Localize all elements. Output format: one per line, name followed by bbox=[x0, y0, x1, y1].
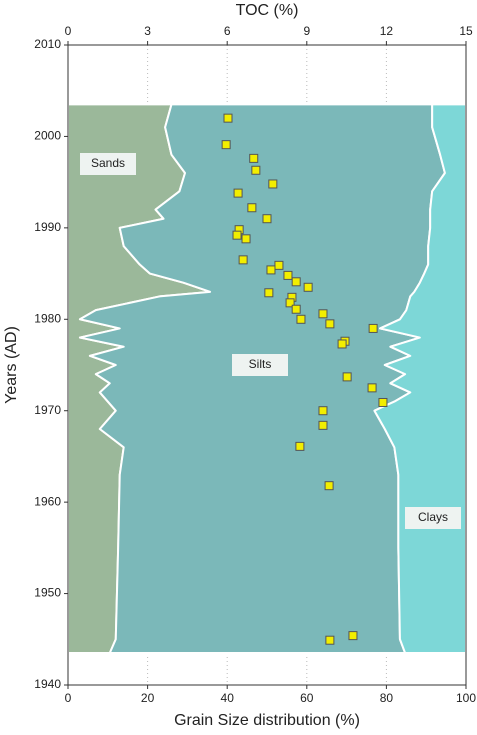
point bbox=[274, 260, 284, 270]
top-tick-label: 0 bbox=[65, 24, 72, 38]
y-tick-label: 2010 bbox=[34, 37, 61, 51]
series-label: Sands bbox=[91, 156, 125, 170]
point bbox=[264, 288, 274, 298]
point bbox=[367, 383, 377, 393]
y-tick-label: 2000 bbox=[34, 129, 61, 143]
label-box bbox=[80, 153, 136, 175]
point bbox=[295, 441, 305, 451]
point bbox=[342, 372, 352, 382]
point bbox=[268, 179, 278, 189]
label-box bbox=[232, 354, 288, 376]
y-tick-label: 1960 bbox=[34, 494, 61, 508]
point bbox=[318, 420, 328, 430]
y-axis-title: Years (AD) bbox=[3, 326, 20, 404]
point bbox=[262, 214, 272, 224]
point bbox=[223, 113, 233, 123]
point bbox=[318, 406, 328, 416]
label-box bbox=[405, 507, 461, 529]
point bbox=[348, 631, 358, 641]
series-label: Silts bbox=[249, 357, 272, 371]
point bbox=[291, 277, 301, 287]
series-label: Clays bbox=[418, 510, 448, 524]
point bbox=[325, 635, 335, 645]
x-axis-title: Grain Size distribution (%) bbox=[174, 712, 360, 729]
point bbox=[318, 309, 328, 319]
x-tick-label: 20 bbox=[141, 691, 155, 705]
point bbox=[249, 153, 259, 163]
y-tick-label: 1970 bbox=[34, 403, 61, 417]
y-tick-label: 1950 bbox=[34, 586, 61, 600]
point bbox=[303, 282, 313, 292]
point bbox=[296, 314, 306, 324]
point bbox=[368, 323, 378, 333]
point bbox=[232, 230, 242, 240]
plot-frame bbox=[67, 44, 467, 686]
top-tick-label: 15 bbox=[459, 24, 473, 38]
top-tick-label: 12 bbox=[380, 24, 394, 38]
y-tick-label: 1980 bbox=[34, 311, 61, 325]
x-tick-label: 60 bbox=[300, 691, 314, 705]
top-tick-label: 6 bbox=[224, 24, 231, 38]
x-tick-label: 80 bbox=[380, 691, 394, 705]
x-tick-label: 100 bbox=[456, 691, 476, 705]
point bbox=[247, 203, 257, 213]
point bbox=[266, 265, 276, 275]
point bbox=[221, 140, 231, 150]
point bbox=[285, 298, 295, 308]
point bbox=[324, 481, 334, 491]
point bbox=[233, 188, 243, 198]
top-tick-label: 9 bbox=[303, 24, 310, 38]
point bbox=[337, 339, 347, 349]
point bbox=[291, 304, 301, 314]
point bbox=[283, 270, 293, 280]
point bbox=[241, 234, 251, 244]
point bbox=[251, 165, 261, 175]
point bbox=[238, 255, 248, 265]
x-tick-label: 40 bbox=[221, 691, 235, 705]
point bbox=[378, 397, 388, 407]
top-axis-title: TOC (%) bbox=[236, 2, 299, 19]
point bbox=[325, 319, 335, 329]
top-tick-label: 3 bbox=[144, 24, 151, 38]
y-tick-label: 1990 bbox=[34, 220, 61, 234]
x-tick-label: 0 bbox=[65, 691, 72, 705]
y-tick-label: 1940 bbox=[34, 677, 61, 691]
